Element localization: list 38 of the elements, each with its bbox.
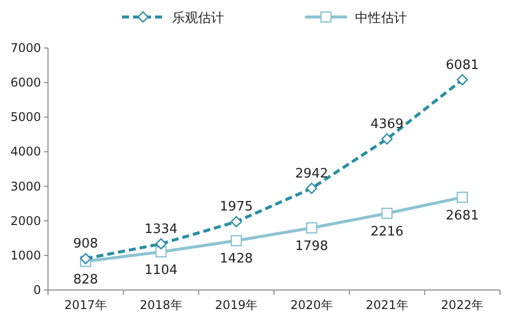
point	[381, 133, 393, 145]
x-tick-label: 2018年	[140, 298, 182, 312]
point	[306, 222, 318, 234]
y-tick-label: 3000	[10, 179, 41, 194]
x-tick-label: 2017年	[64, 298, 107, 312]
point	[155, 238, 167, 250]
data-label: 828	[73, 272, 98, 288]
y-tick-label: 2000	[10, 214, 41, 228]
y-tick-label: 1000	[10, 248, 41, 262]
point	[80, 252, 92, 264]
y-tick-label: 4000	[10, 144, 41, 159]
point	[230, 234, 242, 246]
data-label: 1104	[144, 262, 178, 278]
data-label: 1428	[220, 252, 253, 267]
data-label: 2942	[295, 166, 328, 182]
point	[381, 208, 393, 220]
legend-label: 乐观估计	[172, 11, 224, 26]
point	[306, 182, 318, 194]
data-label: 6081	[446, 58, 479, 73]
point	[456, 192, 468, 203]
x-tick-label: 2021年	[366, 298, 408, 312]
x-tick-label: 2020年	[290, 298, 333, 312]
point	[456, 74, 468, 86]
data-label: 1975	[220, 200, 253, 215]
x-tick-label: 2019年	[215, 298, 258, 312]
point	[230, 216, 242, 228]
data-label: 908	[73, 236, 98, 252]
y-tick-label: 7000	[10, 41, 41, 55]
data-label: 1334	[144, 222, 178, 237]
data-label: 1798	[295, 238, 328, 254]
data-label: 2681	[446, 208, 479, 224]
data-label: 4369	[370, 116, 404, 132]
x-tick-label: 2022年	[441, 298, 484, 312]
data-label: 2216	[370, 224, 404, 240]
y-tick-label: 6000	[10, 76, 41, 90]
legend-label: 中性估计	[355, 11, 407, 26]
y-tick-label: 5000	[10, 110, 41, 124]
y-tick-label: 0	[33, 283, 41, 297]
